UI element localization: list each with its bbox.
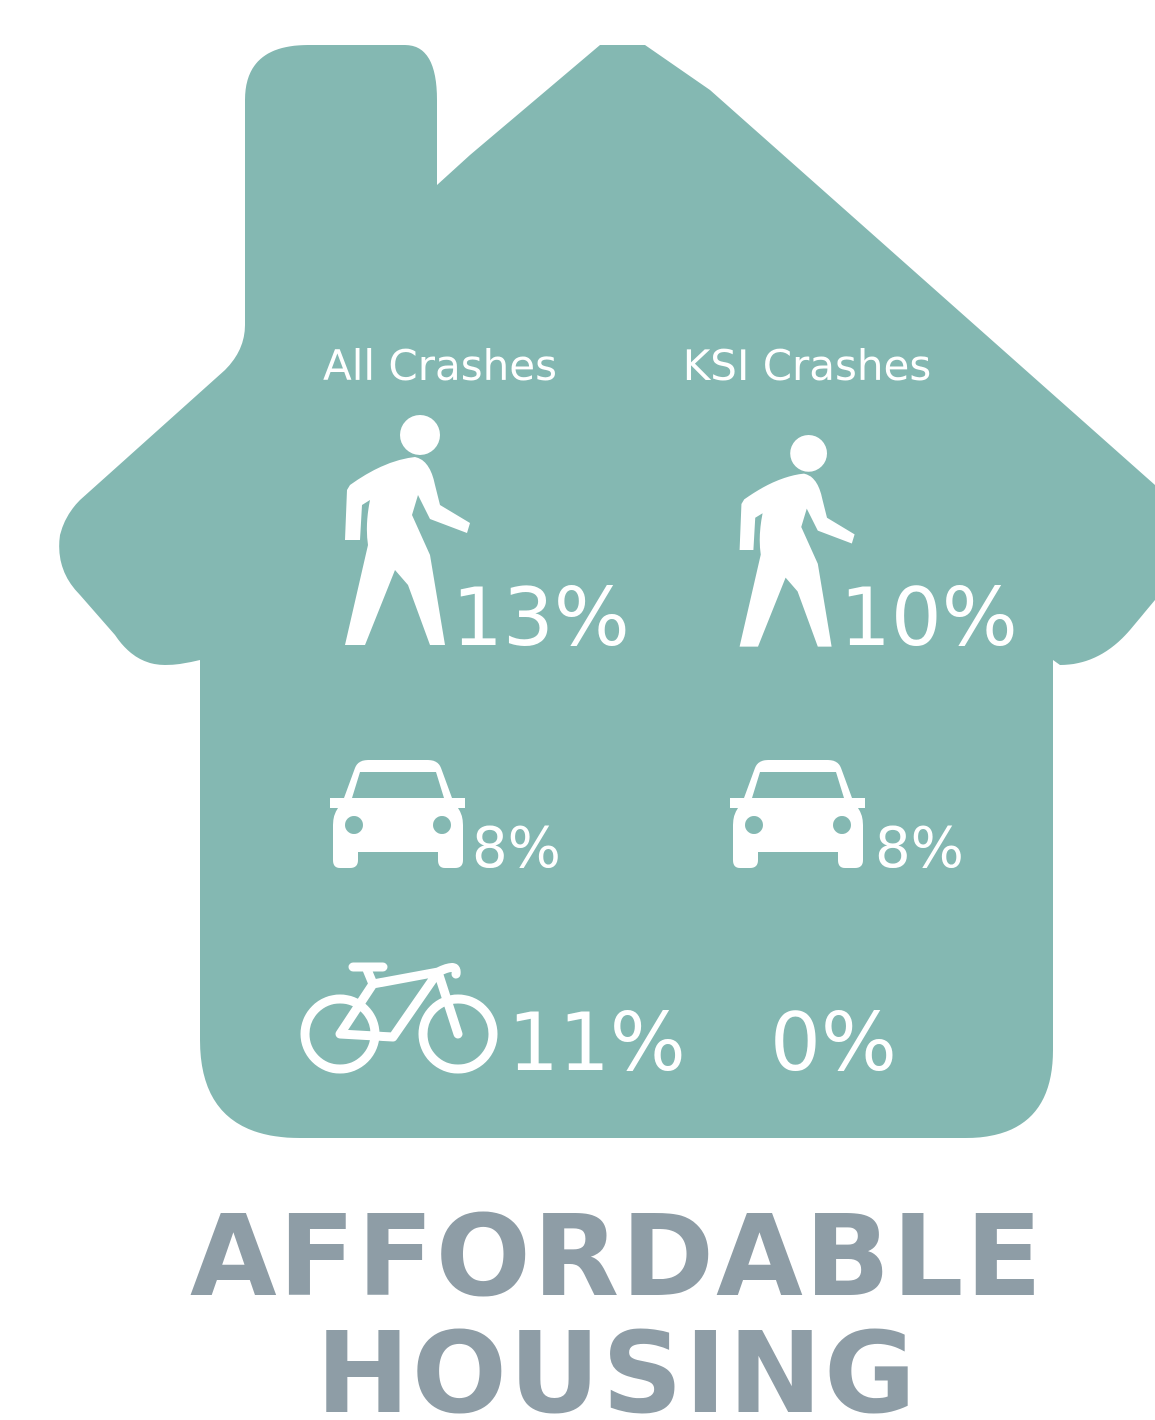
- bike-value: 0%: [770, 996, 897, 1089]
- pedestrian-value: 10%: [840, 571, 1018, 664]
- title-line: AFFORDABLE: [190, 1192, 1044, 1322]
- column-heading: All Crashes: [323, 341, 557, 390]
- car-value: 8%: [875, 816, 964, 881]
- house: [59, 45, 1155, 1138]
- pedestrian-value: 13%: [452, 571, 630, 664]
- column-heading: KSI Crashes: [683, 341, 932, 390]
- car-value: 8%: [472, 816, 561, 881]
- bike-value: 11%: [508, 996, 686, 1089]
- title-line: HOUSING: [316, 1309, 918, 1420]
